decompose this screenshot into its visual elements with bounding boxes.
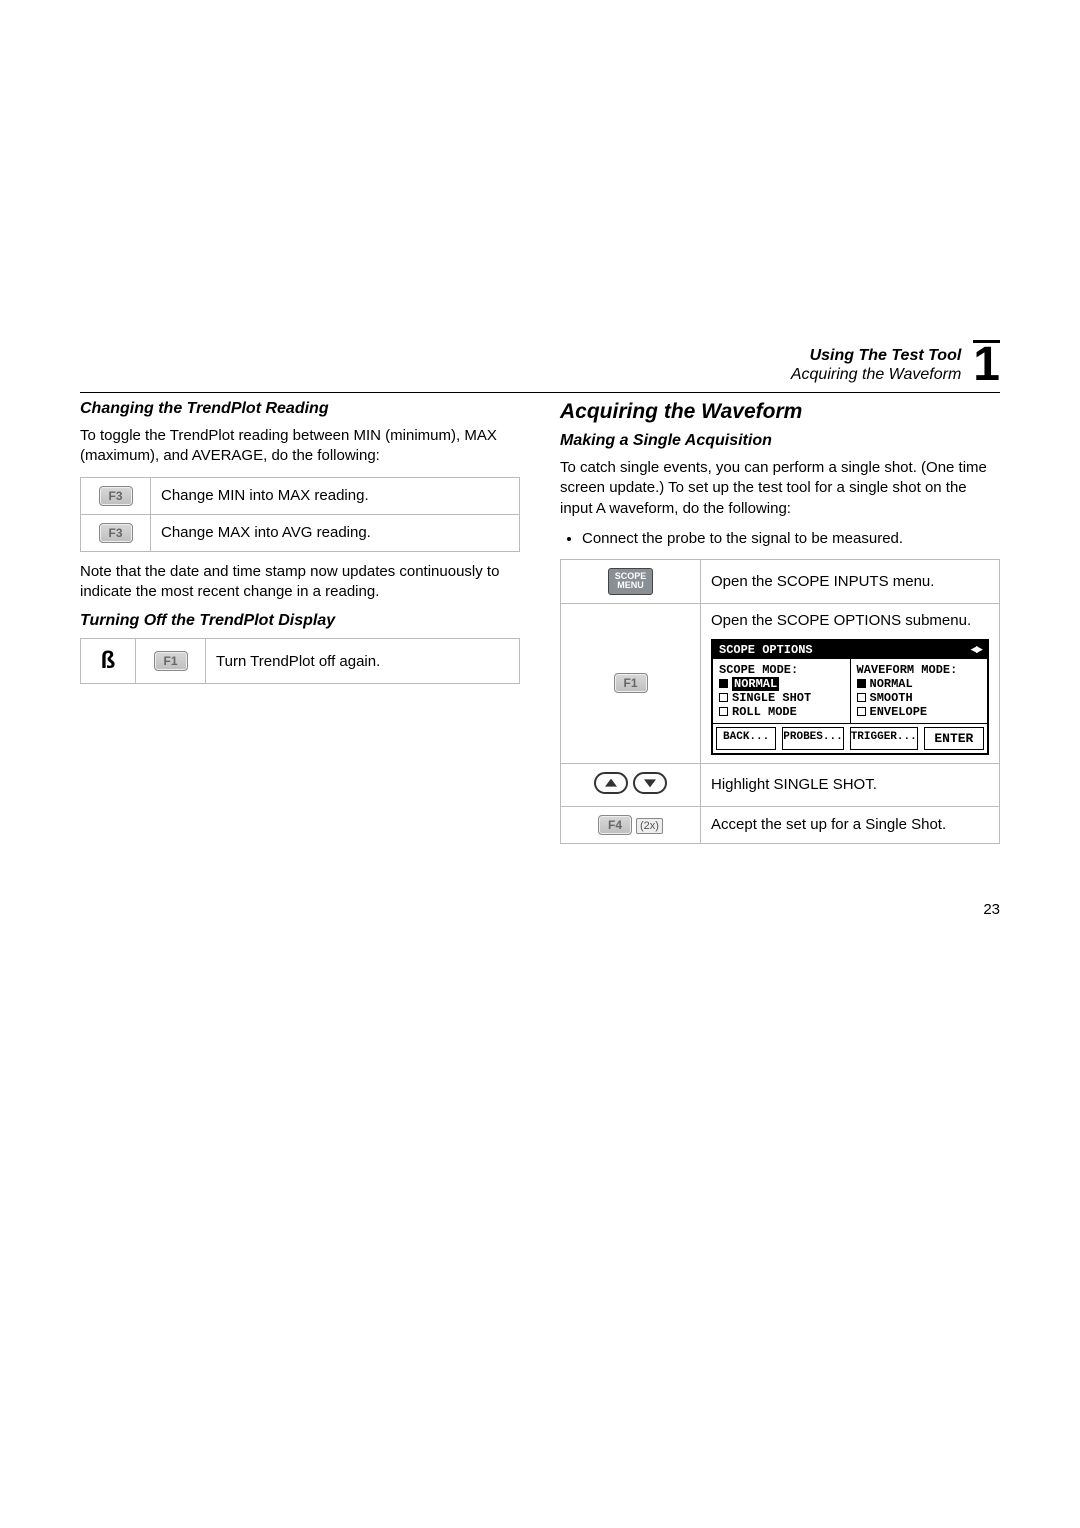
empty-box-icon [719, 707, 728, 716]
panel-option: ROLL MODE [719, 705, 844, 719]
f3-key-icon: F3 [99, 486, 133, 506]
step-text: Highlight SINGLE SHOT. [701, 763, 1000, 806]
main-heading: Acquiring the Waveform [560, 400, 1000, 424]
empty-box-icon [719, 693, 728, 702]
panel-body: SCOPE MODE: NORMAL SINGLE SHOT ROLL MODE… [713, 659, 987, 723]
key-cell: SCOPEMENU [561, 560, 701, 604]
note-text: Note that the date and time stamp now up… [80, 562, 520, 603]
step-text: Open the SCOPE OPTIONS submenu. [711, 612, 971, 629]
key-cell: F3 [81, 477, 151, 514]
key-cell: F1 [136, 639, 206, 684]
panel-col-title: WAVEFORM MODE: [857, 663, 982, 677]
page-header: Using The Test Tool Acquiring the Wavefo… [791, 340, 1000, 384]
section-heading: Changing the TrendPlot Reading [80, 400, 520, 418]
panel-button: PROBES... [782, 727, 843, 750]
chapter-number: 1 [973, 340, 1000, 388]
body-text: To catch single events, you can perform … [560, 458, 1000, 519]
manual-page: Using The Test Tool Acquiring the Wavefo… [0, 0, 1080, 1528]
step-text: Accept the set up for a Single Shot. [701, 806, 1000, 843]
header-line2: Acquiring the Waveform [791, 365, 961, 384]
scope-options-panel: SCOPE OPTIONS ◄► SCOPE MODE: NORMAL SING… [711, 639, 989, 755]
option-label: ROLL MODE [732, 705, 797, 719]
panel-button: TRIGGER... [850, 727, 918, 750]
f1-key-icon: F1 [614, 673, 648, 693]
empty-box-icon [857, 693, 866, 702]
step-text: Change MIN into MAX reading. [151, 477, 520, 514]
option-label: NORMAL [870, 677, 913, 691]
panel-column: SCOPE MODE: NORMAL SINGLE SHOT ROLL MODE [713, 659, 850, 723]
step-text: Turn TrendPlot off again. [206, 639, 520, 684]
step-table: ß F1 Turn TrendPlot off again. [80, 638, 520, 684]
step-table: F3 Change MIN into MAX reading. F3 Chang… [80, 477, 520, 552]
section-heading: Turning Off the TrendPlot Display [80, 612, 520, 630]
body-text: To toggle the TrendPlot reading between … [80, 426, 520, 467]
f1-key-icon: F1 [154, 651, 188, 671]
panel-option: ENVELOPE [857, 705, 982, 719]
nav-arrows-icon: ◄► [971, 643, 981, 657]
scope-menu-key-icon: SCOPEMENU [608, 568, 654, 595]
bullet-list: Connect the probe to the signal to be me… [582, 529, 1000, 549]
columns: Changing the TrendPlot Reading To toggle… [80, 400, 1000, 854]
step-text: Open the SCOPE INPUTS menu. [701, 560, 1000, 604]
table-row: Highlight SINGLE SHOT. [561, 763, 1000, 806]
key-cell: F3 [81, 514, 151, 551]
key-cell: F4(2x) [561, 806, 701, 843]
step-text: Change MAX into AVG reading. [151, 514, 520, 551]
panel-option: SMOOTH [857, 691, 982, 705]
bullet-item: Connect the probe to the signal to be me… [582, 529, 1000, 549]
section-heading: Making a Single Acquisition [560, 432, 1000, 450]
panel-column: WAVEFORM MODE: NORMAL SMOOTH ENVELOPE [850, 659, 988, 723]
table-row: F3 Change MAX into AVG reading. [81, 514, 520, 551]
f3-key-icon: F3 [99, 523, 133, 543]
table-row: F4(2x) Accept the set up for a Single Sh… [561, 806, 1000, 843]
panel-option: NORMAL [719, 677, 844, 691]
header-text: Using The Test Tool Acquiring the Wavefo… [791, 346, 961, 384]
panel-titlebar: SCOPE OPTIONS ◄► [713, 641, 987, 659]
table-row: F1 Open the SCOPE OPTIONS submenu. SCOPE… [561, 603, 1000, 763]
step-table: SCOPEMENU Open the SCOPE INPUTS menu. F1… [560, 559, 1000, 844]
filled-box-icon [719, 679, 728, 688]
header-line1: Using The Test Tool [791, 346, 961, 365]
panel-button-row: BACK... PROBES... TRIGGER... ENTER [713, 723, 987, 753]
empty-box-icon [857, 707, 866, 716]
up-arrow-key-icon [594, 772, 628, 794]
panel-button: BACK... [716, 727, 776, 750]
step-cell: Open the SCOPE OPTIONS submenu. SCOPE OP… [701, 603, 1000, 763]
left-column: Changing the TrendPlot Reading To toggle… [80, 400, 520, 854]
press-count-badge: (2x) [636, 818, 663, 834]
option-label: SINGLE SHOT [732, 691, 811, 705]
table-row: F3 Change MIN into MAX reading. [81, 477, 520, 514]
option-label: ENVELOPE [870, 705, 928, 719]
table-row: SCOPEMENU Open the SCOPE INPUTS menu. [561, 560, 1000, 604]
panel-button: ENTER [924, 727, 984, 750]
panel-col-title: SCOPE MODE: [719, 663, 844, 677]
panel-option: SINGLE SHOT [719, 691, 844, 705]
header-rule [80, 392, 1000, 393]
f4-key-icon: F4 [598, 815, 632, 835]
right-column: Acquiring the Waveform Making a Single A… [560, 400, 1000, 854]
panel-title: SCOPE OPTIONS [719, 643, 813, 657]
filled-box-icon [857, 679, 866, 688]
down-arrow-key-icon [633, 772, 667, 794]
step-marker: ß [81, 639, 136, 684]
page-number: 23 [983, 901, 1000, 918]
key-cell [561, 763, 701, 806]
panel-option: NORMAL [857, 677, 982, 691]
option-label: NORMAL [732, 677, 779, 691]
option-label: SMOOTH [870, 691, 913, 705]
key-cell: F1 [561, 603, 701, 763]
table-row: ß F1 Turn TrendPlot off again. [81, 639, 520, 684]
